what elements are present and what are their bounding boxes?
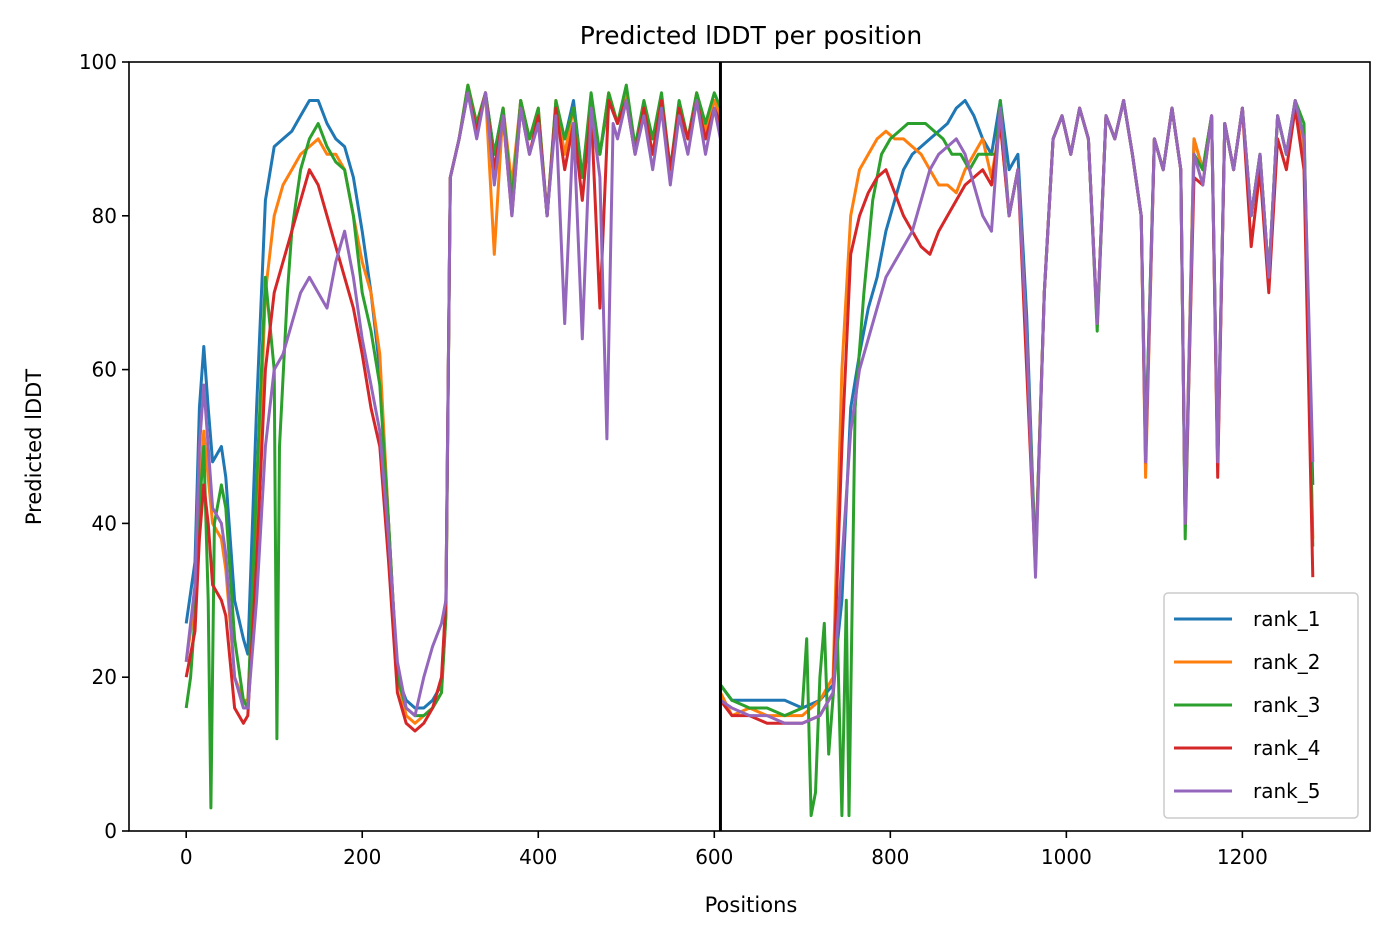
x-axis: 0 200 400 600 800 1000 1200 [180, 831, 1268, 869]
x-tick-label: 600 [695, 845, 733, 869]
series-line-rank_5 [184, 91, 1315, 725]
x-tick-label: 800 [871, 845, 909, 869]
y-tick-label: 40 [92, 511, 117, 535]
y-tick-label: 80 [92, 204, 117, 228]
x-tick-label: 1000 [1041, 845, 1092, 869]
legend-box [1163, 592, 1359, 819]
chart-title: Predicted lDDT per position [580, 21, 922, 50]
y-tick-label: 60 [92, 358, 117, 382]
legend-label-rank_1: rank_1 [1253, 607, 1320, 631]
x-tick-label: 0 [180, 845, 193, 869]
y-axis: 0 20 40 60 80 100 [79, 50, 129, 843]
x-tick-label: 400 [519, 845, 557, 869]
x-tick-label: 1200 [1217, 845, 1268, 869]
plot-area [184, 62, 1315, 831]
x-axis-label: Positions [705, 893, 798, 917]
y-tick-label: 100 [79, 50, 117, 74]
y-tick-label: 20 [92, 665, 117, 689]
legend-label-rank_3: rank_3 [1253, 693, 1320, 717]
y-tick-label: 0 [104, 819, 117, 843]
legend-label-rank_5: rank_5 [1253, 779, 1320, 803]
legend: rank_1 rank_2 rank_3 rank_4 rank_5 [1163, 592, 1359, 819]
legend-label-rank_4: rank_4 [1253, 736, 1320, 760]
legend-label-rank_2: rank_2 [1253, 650, 1320, 674]
plot-frame [128, 61, 1371, 832]
x-tick-label: 200 [343, 845, 381, 869]
y-axis-label: Predicted lDDT [22, 369, 46, 525]
